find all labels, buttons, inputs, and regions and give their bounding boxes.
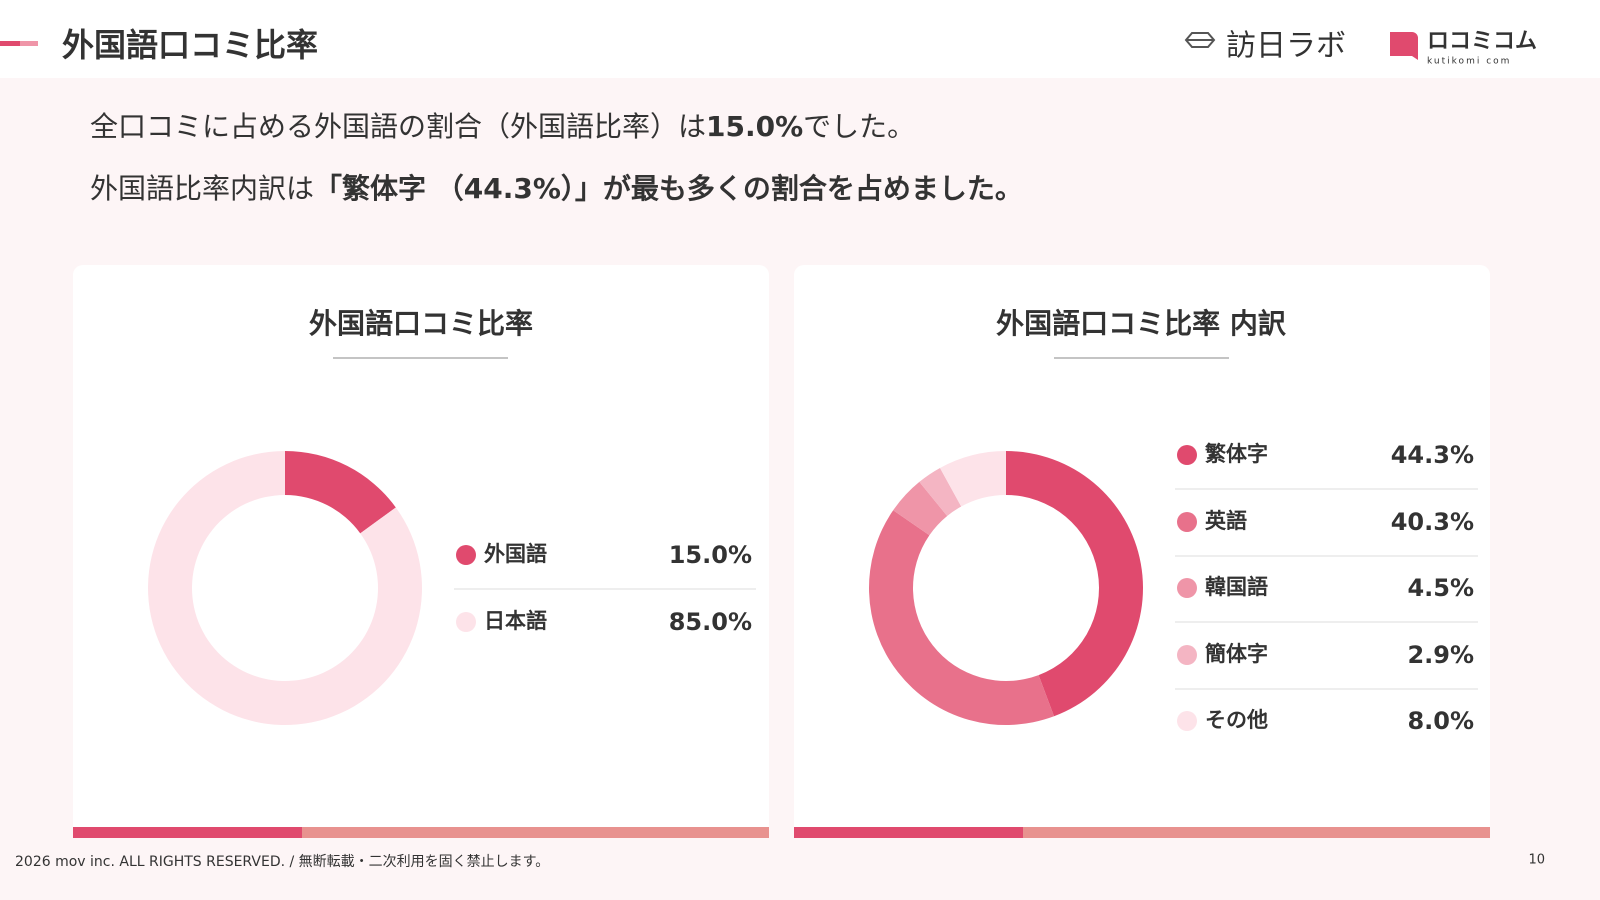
legend-label: その他 <box>1205 708 1268 732</box>
page-title: 外国語口コミ比率 <box>62 26 318 64</box>
header-bg <box>0 0 1600 78</box>
text: でした。 <box>803 110 915 143</box>
text: 全口コミに占める外国語の割合（外国語比率）は <box>90 110 706 143</box>
logo-subtext: kutikomi com <box>1427 57 1511 67</box>
text: 「繁体字 （44.3%）」が最も多くの割合を占めました。 <box>314 172 1023 205</box>
legend-value: 40.3% <box>1391 508 1474 536</box>
donut-segment <box>285 451 396 534</box>
legend-value: 85.0% <box>669 608 752 636</box>
accent <box>0 41 20 46</box>
logo-icon <box>1390 32 1418 60</box>
donut-segment <box>147 451 422 726</box>
legend-swatch <box>1177 578 1197 598</box>
logo-text: ロコミコム <box>1427 29 1537 54</box>
copyright: 2026 mov inc. ALL RIGHTS RESERVED. / 無断転… <box>15 854 549 870</box>
legend-value: 8.0% <box>1407 707 1474 735</box>
donut-segment <box>869 510 1055 725</box>
legend-value: 2.9% <box>1407 641 1474 669</box>
legend-value: 4.5% <box>1407 574 1474 602</box>
legend-label: 韓国語 <box>1205 575 1268 599</box>
legend-label: 英語 <box>1205 509 1247 533</box>
legend-value: 15.0% <box>669 541 752 569</box>
donut-segment <box>919 467 962 516</box>
donut-segment <box>939 451 1006 507</box>
legend-label: 簡体字 <box>1205 642 1268 666</box>
legend-value: 44.3% <box>1391 441 1474 469</box>
donut-segment <box>893 481 948 536</box>
legend-label: 繁体字 <box>1205 442 1268 466</box>
logo-text: 訪日ラボ <box>1226 29 1346 64</box>
accent <box>20 41 38 46</box>
card-bar <box>794 827 1023 838</box>
card-bar <box>302 827 769 838</box>
logo-icon <box>1184 32 1216 48</box>
legend-swatch <box>1177 512 1197 532</box>
legend-swatch <box>1177 645 1197 665</box>
legend-swatch <box>1177 445 1197 465</box>
card-bar <box>73 827 302 838</box>
legend-label: 日本語 <box>484 609 547 633</box>
legend-swatch <box>456 545 476 565</box>
summary-line: 全口コミに占める外国語の割合（外国語比率）は15.0%でした。 <box>90 110 915 143</box>
summary-line: 外国語比率内訳は「繁体字 （44.3%）」が最も多くの割合を占めました。 <box>90 172 1023 205</box>
page-number: 10 <box>1528 853 1545 868</box>
legend-swatch <box>456 612 476 632</box>
donut-segment <box>1006 451 1143 717</box>
legend-swatch <box>1177 711 1197 731</box>
chart-title: 外国語口コミ比率 内訳 <box>996 307 1287 340</box>
card-bar <box>1023 827 1490 838</box>
text: 外国語比率内訳は <box>90 172 314 205</box>
text: 15.0% <box>706 110 803 143</box>
chart-title: 外国語口コミ比率 <box>309 307 533 340</box>
legend-label: 外国語 <box>484 542 547 566</box>
